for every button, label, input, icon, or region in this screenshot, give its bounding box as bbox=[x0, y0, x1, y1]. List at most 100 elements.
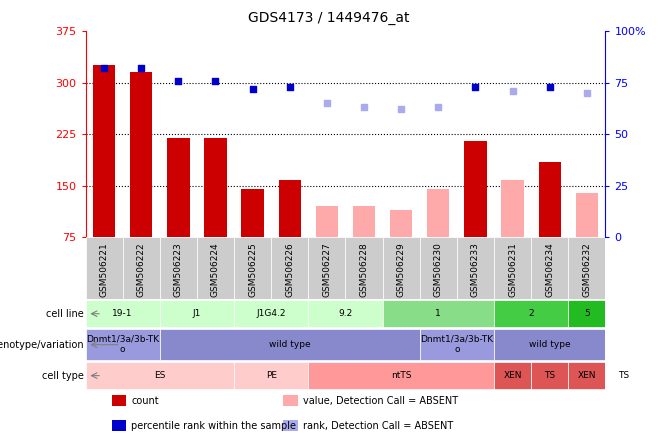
Bar bbox=[494, 238, 531, 299]
Bar bbox=[112, 396, 126, 406]
Text: GSM506231: GSM506231 bbox=[508, 242, 517, 297]
Bar bbox=[309, 362, 494, 389]
Text: cell line: cell line bbox=[46, 309, 84, 319]
Bar bbox=[420, 238, 457, 299]
Bar bbox=[309, 301, 382, 327]
Bar bbox=[205, 138, 226, 238]
Bar bbox=[86, 362, 234, 389]
Bar bbox=[283, 420, 297, 431]
Bar bbox=[160, 301, 234, 327]
Text: value, Detection Call = ABSENT: value, Detection Call = ABSENT bbox=[303, 396, 458, 406]
Text: Dnmt1/3a/3b-TK
o: Dnmt1/3a/3b-TK o bbox=[86, 335, 159, 354]
Text: ES: ES bbox=[154, 371, 166, 380]
Bar bbox=[86, 238, 122, 299]
Point bbox=[99, 65, 109, 72]
Text: GSM506229: GSM506229 bbox=[397, 242, 405, 297]
Bar bbox=[494, 301, 569, 327]
Text: wild type: wild type bbox=[269, 340, 311, 349]
Point bbox=[544, 83, 555, 90]
Bar bbox=[382, 301, 494, 327]
Bar bbox=[457, 238, 494, 299]
Text: rank, Detection Call = ABSENT: rank, Detection Call = ABSENT bbox=[303, 421, 453, 431]
Bar bbox=[420, 329, 494, 360]
Text: 1: 1 bbox=[436, 309, 441, 318]
Bar bbox=[112, 420, 126, 431]
Point bbox=[396, 106, 407, 113]
Text: wild type: wild type bbox=[529, 340, 570, 349]
Bar bbox=[353, 206, 375, 238]
Text: GSM506234: GSM506234 bbox=[545, 242, 554, 297]
Bar bbox=[86, 329, 160, 360]
Text: J1G4.2: J1G4.2 bbox=[257, 309, 286, 318]
Point bbox=[582, 89, 592, 96]
Bar bbox=[569, 362, 605, 389]
Text: Dnmt1/3a/3b-TK
o: Dnmt1/3a/3b-TK o bbox=[420, 335, 494, 354]
Bar bbox=[93, 65, 115, 238]
Text: GSM506226: GSM506226 bbox=[286, 242, 294, 297]
Point bbox=[470, 83, 480, 90]
Point bbox=[322, 100, 332, 107]
Point bbox=[359, 104, 369, 111]
Point bbox=[284, 83, 295, 90]
Text: cell type: cell type bbox=[42, 371, 84, 381]
Bar bbox=[309, 238, 345, 299]
Bar bbox=[316, 206, 338, 238]
Bar bbox=[531, 238, 569, 299]
Text: GSM506224: GSM506224 bbox=[211, 242, 220, 297]
Bar bbox=[234, 238, 271, 299]
Text: TS: TS bbox=[619, 371, 630, 380]
Bar bbox=[345, 238, 382, 299]
Bar bbox=[283, 396, 297, 406]
Bar bbox=[160, 329, 420, 360]
Bar bbox=[494, 362, 531, 389]
Text: GSM506222: GSM506222 bbox=[137, 242, 145, 297]
Text: TS: TS bbox=[544, 371, 555, 380]
Point bbox=[507, 87, 518, 95]
Text: XEN: XEN bbox=[578, 371, 596, 380]
Text: GSM506221: GSM506221 bbox=[99, 242, 109, 297]
Text: count: count bbox=[132, 396, 159, 406]
Point bbox=[136, 65, 147, 72]
Bar bbox=[234, 301, 309, 327]
Bar bbox=[271, 238, 309, 299]
Bar bbox=[576, 193, 598, 238]
Bar bbox=[167, 138, 190, 238]
Point bbox=[247, 85, 258, 92]
Bar bbox=[531, 362, 569, 389]
Bar bbox=[86, 301, 160, 327]
Point bbox=[211, 77, 221, 84]
Text: GDS4173 / 1449476_at: GDS4173 / 1449476_at bbox=[248, 11, 410, 25]
Bar bbox=[278, 180, 301, 238]
Bar bbox=[197, 238, 234, 299]
Text: 19-1: 19-1 bbox=[113, 309, 133, 318]
Bar bbox=[122, 238, 160, 299]
Bar bbox=[605, 362, 642, 389]
Point bbox=[173, 77, 184, 84]
Text: GSM506225: GSM506225 bbox=[248, 242, 257, 297]
Bar bbox=[569, 238, 605, 299]
Bar bbox=[538, 162, 561, 238]
Bar bbox=[241, 189, 264, 238]
Bar bbox=[465, 141, 486, 238]
Bar bbox=[501, 180, 524, 238]
Text: GSM506223: GSM506223 bbox=[174, 242, 183, 297]
Text: 9.2: 9.2 bbox=[338, 309, 353, 318]
Bar bbox=[130, 72, 153, 238]
Text: PE: PE bbox=[266, 371, 277, 380]
Text: GSM506228: GSM506228 bbox=[359, 242, 368, 297]
Bar bbox=[390, 210, 413, 238]
Bar bbox=[569, 301, 605, 327]
Text: GSM506227: GSM506227 bbox=[322, 242, 332, 297]
Text: percentile rank within the sample: percentile rank within the sample bbox=[132, 421, 296, 431]
Bar bbox=[234, 362, 309, 389]
Bar bbox=[160, 238, 197, 299]
Text: XEN: XEN bbox=[503, 371, 522, 380]
Text: GSM506232: GSM506232 bbox=[582, 242, 592, 297]
Text: J1: J1 bbox=[193, 309, 201, 318]
Text: 5: 5 bbox=[584, 309, 590, 318]
Bar bbox=[382, 238, 420, 299]
Text: GSM506230: GSM506230 bbox=[434, 242, 443, 297]
Text: ntTS: ntTS bbox=[391, 371, 411, 380]
Bar bbox=[427, 189, 449, 238]
Text: genotype/variation: genotype/variation bbox=[0, 340, 84, 350]
